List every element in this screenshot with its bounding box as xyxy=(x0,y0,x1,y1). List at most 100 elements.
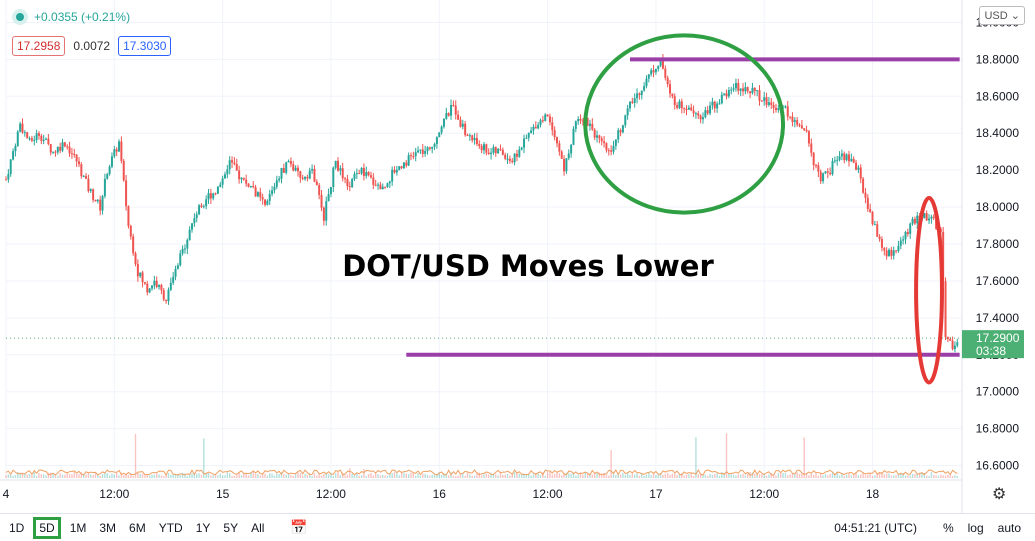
volume-bar xyxy=(608,475,610,478)
volume-bar xyxy=(356,472,358,478)
volume-bar xyxy=(610,450,612,478)
candle-body xyxy=(659,59,662,66)
volume-bar xyxy=(238,472,240,478)
volume-bar xyxy=(638,475,641,478)
volume-bar xyxy=(933,475,935,478)
candle-body xyxy=(471,135,474,141)
volume-bar xyxy=(228,473,231,478)
gear-icon[interactable]: ⚙ xyxy=(992,486,1007,503)
range-button-3m[interactable]: 3M xyxy=(99,520,117,535)
candle-body xyxy=(362,167,365,176)
candle-body xyxy=(916,215,919,224)
candle-body xyxy=(372,177,375,185)
candle-body xyxy=(337,160,340,171)
volume-bar xyxy=(252,471,254,478)
candle-body xyxy=(332,167,335,188)
candle-body xyxy=(765,97,768,105)
candle-body xyxy=(953,345,956,350)
candle-body xyxy=(216,186,219,194)
candle-body xyxy=(212,193,215,199)
candle-body xyxy=(304,177,307,179)
range-button-5d[interactable]: 5D xyxy=(33,516,61,539)
candle-body xyxy=(732,88,735,90)
candle-body xyxy=(115,149,118,152)
bid-price-button[interactable]: 17.2958 xyxy=(12,36,66,56)
candle-body xyxy=(205,199,208,207)
volume-bar xyxy=(429,475,431,478)
volume-bar xyxy=(655,475,657,478)
candle-body xyxy=(511,160,514,163)
candle-body xyxy=(410,155,413,157)
range-button-6m[interactable]: 6M xyxy=(129,520,146,535)
volume-bar xyxy=(198,473,200,478)
currency-label: USD xyxy=(984,10,1008,22)
candle-body xyxy=(600,138,603,142)
candle-body xyxy=(136,263,139,277)
candle-body xyxy=(869,209,872,212)
currency-selector[interactable]: USD ⌄ xyxy=(979,6,1025,25)
volume-bar xyxy=(683,475,685,478)
range-button-ytd[interactable]: YTD xyxy=(158,520,183,535)
range-button-1y[interactable]: 1Y xyxy=(195,520,211,535)
candle-body xyxy=(80,164,83,177)
volume-bar xyxy=(855,472,857,478)
volume-bar xyxy=(372,475,375,478)
auto-toggle[interactable]: auto xyxy=(997,520,1021,535)
log-toggle[interactable]: log xyxy=(967,520,984,535)
volume-bar xyxy=(852,474,855,478)
candle-body xyxy=(431,146,434,149)
candle-body xyxy=(148,288,151,293)
candle-body xyxy=(494,147,497,154)
volume-bar xyxy=(509,475,511,478)
price-change: +0.0355 (+0.21%) xyxy=(34,10,131,24)
volume-bar xyxy=(99,475,101,478)
candle-body xyxy=(306,177,309,179)
candle-body xyxy=(631,101,634,103)
candle-body xyxy=(379,184,382,190)
volume-bar xyxy=(447,475,450,478)
current-price-tag xyxy=(962,330,1024,359)
volume-bar xyxy=(94,473,97,478)
candle-body xyxy=(932,216,935,219)
time-tick-label: 17 xyxy=(649,487,663,501)
volume-bar xyxy=(257,473,259,478)
candle-body xyxy=(134,253,137,264)
volume-bar xyxy=(370,472,372,478)
volume-bar xyxy=(346,474,349,478)
volume-bar xyxy=(231,475,233,478)
volume-bar xyxy=(443,473,445,478)
range-button-1d[interactable]: 1D xyxy=(9,520,25,535)
candle-body xyxy=(930,216,933,219)
candle-body xyxy=(322,207,325,221)
candle-body xyxy=(113,149,116,157)
volume-bar xyxy=(191,473,193,478)
volume-bar xyxy=(28,474,31,478)
range-button-5y[interactable]: 5Y xyxy=(223,520,239,535)
candle-body xyxy=(497,148,500,154)
utc-clock[interactable]: 04:51:21 (UTC) xyxy=(834,520,917,535)
volume-bar xyxy=(111,473,113,478)
volume-bar xyxy=(422,473,424,478)
candle-body xyxy=(763,97,766,101)
range-button-all[interactable]: All xyxy=(251,520,265,535)
volume-bar xyxy=(5,475,7,478)
volume-bar xyxy=(226,472,229,478)
candle-body xyxy=(457,114,460,120)
candle-body xyxy=(28,138,31,140)
volume-bar xyxy=(883,474,885,478)
candle-body xyxy=(54,151,57,153)
calendar-goto-icon[interactable]: 📅 xyxy=(290,519,308,535)
candle-body xyxy=(647,74,650,79)
volume-bar xyxy=(40,474,43,478)
candle-body xyxy=(459,119,462,127)
volume-bar xyxy=(572,472,575,478)
percent-toggle[interactable]: % xyxy=(942,520,954,535)
volume-bar xyxy=(127,474,130,478)
candle-body xyxy=(581,120,584,122)
volume-bar xyxy=(532,474,535,478)
range-button-1m[interactable]: 1M xyxy=(69,520,87,535)
candle-body xyxy=(843,153,846,161)
ask-price-button[interactable]: 17.3030 xyxy=(118,36,172,56)
candle-body xyxy=(275,180,278,187)
